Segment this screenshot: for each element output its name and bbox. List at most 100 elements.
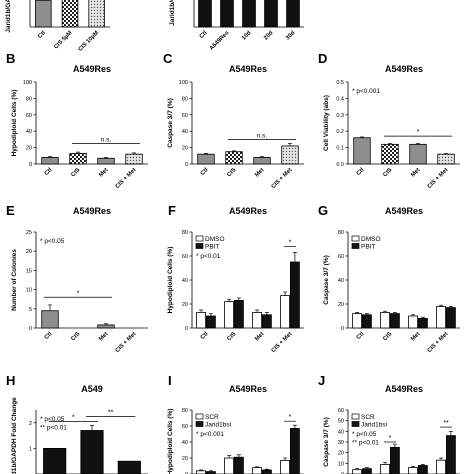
p-value-note: * p<0.05	[352, 431, 377, 438]
bar-value	[409, 143, 427, 165]
bar-pbit	[445, 307, 456, 329]
y-tick-label: 40	[182, 129, 188, 135]
bar-scr	[280, 459, 291, 474]
chart-title: A549Res	[385, 64, 423, 74]
bar-jarid1bsi	[261, 469, 272, 474]
panel-letter-c: C	[163, 51, 173, 66]
significance-label: **	[108, 409, 114, 416]
legend-label: Jarid1bsi	[205, 422, 231, 429]
y-tick-label: 0.2	[336, 129, 344, 135]
x-tick-label: Ctl	[44, 331, 54, 341]
legend-swatch	[195, 243, 204, 249]
bar-jarid1bsi	[361, 468, 372, 474]
legend-label: PBIT	[205, 244, 219, 251]
x-tick-label: Ctl	[200, 331, 210, 341]
p-value-note: * p<0.01	[196, 253, 221, 260]
bar-value	[437, 153, 455, 165]
x-tick-label: 10d	[241, 30, 253, 42]
y-tick-label: 60	[338, 408, 344, 414]
y-tick-label: 100	[179, 80, 188, 86]
bar-value	[41, 310, 59, 329]
p-value-note: * p<0.05	[40, 238, 65, 245]
chart-a-1: Jarid1b/GA Ctl A549Res 10d 20d 30d	[169, 0, 304, 52]
bar-value	[286, 0, 300, 28]
x-tick-label: CIS	[382, 167, 393, 178]
legend-swatch	[195, 421, 204, 427]
chart-e-5: A549Res Number of Colonies 0 5 10 15 20 25 Ctl CI…	[11, 206, 148, 354]
x-tick-label: Met	[98, 331, 109, 342]
bar-scr	[224, 457, 235, 474]
legend-label: SCR	[361, 414, 375, 421]
x-tick-label: CIS + Met	[271, 331, 294, 354]
y-tick-label: 20	[182, 456, 188, 462]
bar-pbit	[417, 317, 428, 329]
significance-label: *	[77, 290, 80, 297]
y-tick-label: 20	[182, 146, 188, 152]
x-tick-label: Met	[98, 167, 109, 178]
significance-label: *	[289, 239, 292, 246]
bar-value	[61, 0, 79, 28]
y-tick-label: 20	[26, 249, 32, 255]
y-tick-label: 20	[338, 302, 344, 308]
bar-jarid1bsi	[389, 446, 400, 474]
chart-title: A549Res	[229, 206, 267, 216]
chart-title: A549Res	[385, 384, 423, 394]
bar-value	[220, 0, 234, 28]
y-axis-label: Number of Colonies	[11, 249, 18, 311]
significance-label: *	[289, 414, 292, 421]
bar-scr	[352, 469, 363, 474]
y-tick-label: 80	[182, 230, 188, 236]
bar-dmso	[352, 313, 363, 329]
y-axis-label: Cell Viability (abs)	[323, 95, 330, 151]
y-tick-label: 5	[29, 307, 32, 313]
bar-dmso	[408, 315, 419, 329]
chart-title: A549	[81, 384, 103, 394]
x-tick-label: 30d	[285, 30, 297, 42]
legend-label: SCR	[205, 414, 219, 421]
y-tick-label: 100	[23, 80, 32, 86]
bar-jarid1bsi	[445, 435, 456, 474]
y-tick-label: 0.5	[336, 80, 344, 86]
p-value-note: ** p<0.01	[40, 425, 67, 432]
x-tick-label: CIS	[70, 331, 81, 342]
y-tick-label: 0.3	[336, 113, 344, 119]
y-axis-label: Caspase 3/7 (%)	[323, 255, 330, 305]
y-tick-label: 40	[182, 278, 188, 284]
chart-title: A549Res	[229, 384, 267, 394]
chart-a-0: Jarid1b/GAPDH Ctl CIS 5µM CIS 10µM	[5, 0, 110, 53]
x-tick-label: CIS + Met	[427, 167, 450, 190]
y-tick-label: 0.4	[336, 96, 344, 102]
bar-scr	[408, 467, 419, 474]
chart-d-4: A549Res Cell Viability (abs) 0.0 0.1 0.2 0.3 0…	[323, 64, 460, 190]
x-tick-label: Met	[410, 167, 421, 178]
y-tick-label: 40	[338, 278, 344, 284]
bar-value	[225, 151, 243, 165]
bar-value	[264, 0, 278, 28]
p-value-note: ** p<0.01	[352, 440, 379, 447]
bar-scr	[380, 463, 391, 474]
y-axis-label: Hypodiploid Cells (%)	[167, 409, 174, 474]
bar-value	[353, 137, 371, 165]
y-tick-label: 20	[26, 146, 32, 152]
bar-pbit	[205, 315, 216, 329]
chart-title: A549Res	[229, 64, 267, 74]
legend-swatch	[195, 235, 204, 242]
x-tick-label: CIS	[226, 331, 237, 342]
y-axis-label: Jarid1b/GAPDH Fold Change	[11, 397, 18, 474]
panel-letter-b: B	[6, 51, 15, 66]
bar-dmso	[380, 311, 391, 329]
bar-value	[281, 145, 299, 165]
panel-letter-i: I	[168, 373, 172, 388]
legend-label: DMSO	[361, 236, 381, 243]
bar-value	[197, 153, 215, 165]
y-tick-label: 80	[182, 96, 188, 102]
bar-value	[35, 0, 52, 28]
legend-swatch	[351, 235, 360, 242]
bar-value	[80, 430, 104, 474]
panel-letter-f: F	[168, 203, 176, 218]
bar-jarid1bsi	[289, 427, 300, 474]
x-tick-label: 20d	[263, 30, 275, 42]
x-tick-label: CIS + Met	[115, 167, 138, 190]
